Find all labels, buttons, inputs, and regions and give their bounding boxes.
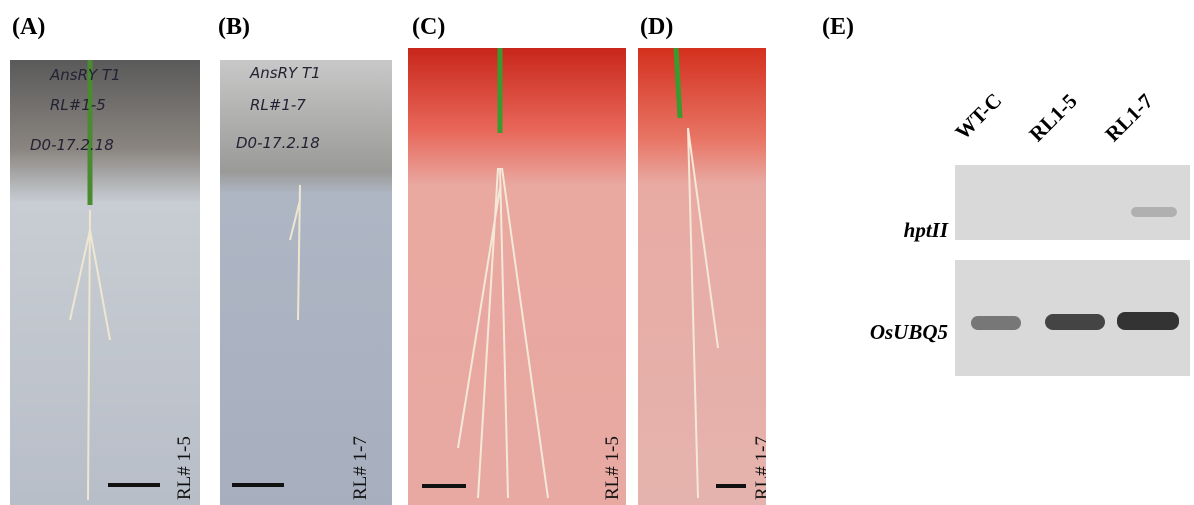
line-tag: RL# 1-5 (602, 436, 624, 500)
gene-label: hptII (828, 218, 948, 243)
scale-bar (108, 483, 160, 487)
figure: (A) (B) (C) (D) (E) AnsRY T1 RL#1-5 D0-1… (0, 0, 1194, 505)
photo: AnsRY T1 RL#1-5 D0-17.2.18 RL# 1-5 (10, 60, 200, 505)
panel-label: (D) (640, 14, 673, 41)
panel-label: (A) (12, 14, 45, 41)
scale-bar (232, 483, 284, 487)
handwriting: RL#1-7 (250, 96, 306, 114)
scale-bar (716, 484, 746, 488)
band (1117, 312, 1179, 330)
photo: AnsRY T1 RL#1-7 D0-17.2.18 RL# 1-7 (220, 60, 392, 505)
scale-bar (422, 484, 466, 488)
panel-label: (C) (412, 14, 445, 41)
band (971, 316, 1021, 330)
photo: RL# 1-7 (638, 48, 766, 505)
lane-label: WT-C (950, 88, 1007, 145)
panel-label: (E) (822, 14, 854, 41)
line-tag: RL# 1-5 (174, 436, 196, 500)
band (1045, 314, 1105, 330)
line-tag: RL# 1-7 (752, 436, 766, 500)
panel-label: (B) (218, 14, 250, 41)
roots (408, 48, 626, 505)
gel-row (955, 165, 1190, 240)
handwriting: RL#1-5 (50, 96, 106, 114)
roots (638, 48, 766, 505)
lane-label: RL1-7 (1100, 89, 1158, 147)
handwriting: D0-17.2.18 (30, 136, 114, 154)
lane-label: RL1-5 (1024, 89, 1082, 147)
roots (10, 60, 200, 505)
photo: RL# 1-5 (408, 48, 626, 505)
handwriting: AnsRY T1 (50, 66, 121, 84)
handwriting: AnsRY T1 (250, 64, 321, 82)
handwriting: D0-17.2.18 (236, 134, 320, 152)
gel-row (955, 260, 1190, 376)
gene-label: OsUBQ5 (828, 320, 948, 345)
line-tag: RL# 1-7 (350, 436, 372, 500)
band (1131, 207, 1177, 217)
